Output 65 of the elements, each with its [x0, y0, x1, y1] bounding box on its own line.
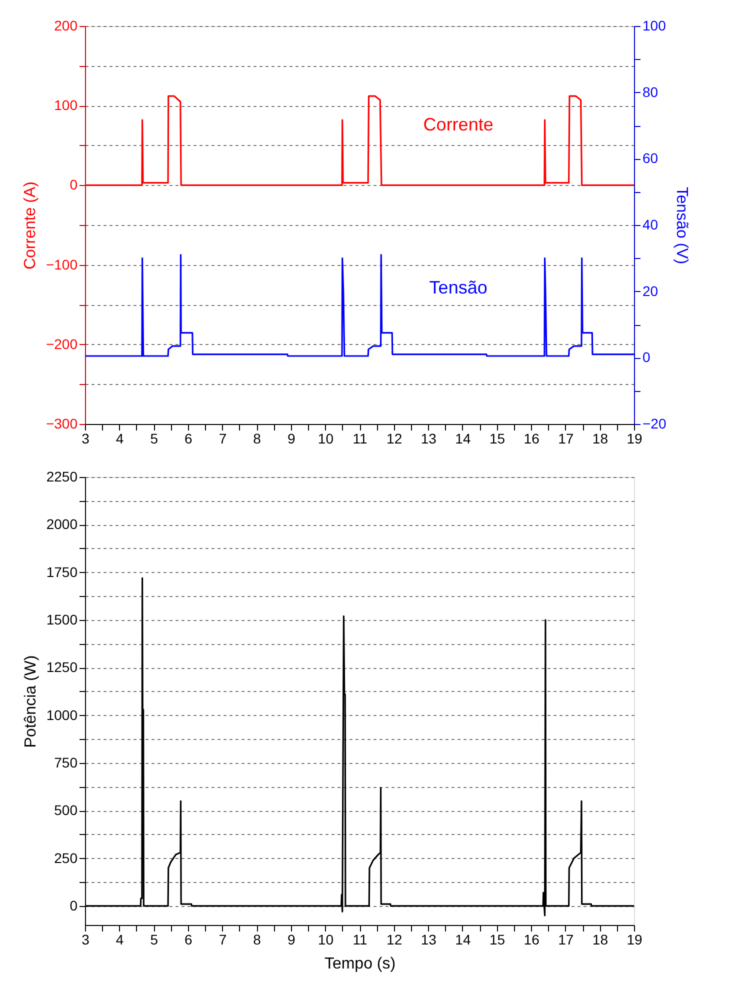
x-tick-label: 7	[218, 430, 227, 446]
x-tick-label: 9	[287, 430, 296, 446]
x-tick-label: 11	[352, 932, 368, 948]
x-tick-label: 15	[489, 430, 506, 446]
y2-tick-label: 20	[642, 282, 658, 299]
y-tick-label: 100	[54, 97, 78, 114]
text: Corrente	[423, 114, 494, 134]
x-tick-label: 3	[82, 430, 90, 446]
y2-tick-label: 60	[642, 150, 658, 166]
x-tick-label: 6	[184, 430, 193, 446]
y2-axis-title: Tensão (V)	[673, 186, 690, 264]
y-tick-label: 1000	[46, 706, 78, 723]
x-tick-label: 4	[116, 430, 124, 446]
y-tick-label: −200	[46, 336, 78, 352]
x-tick-label: 18	[592, 430, 608, 446]
y-tick-label: 0	[70, 176, 78, 193]
x-tick-label: 16	[524, 932, 540, 948]
x-tick-label: 5	[150, 430, 158, 446]
x-tick-label: 19	[626, 932, 642, 948]
y-tick-label: 2250	[46, 468, 78, 484]
x-tick-label: 5	[150, 932, 158, 948]
x-tick-label: 15	[489, 932, 506, 948]
x-tick-label: 7	[218, 932, 227, 948]
y-tick-label: 1750	[46, 564, 78, 580]
y2-tick-label: 40	[642, 216, 658, 232]
x-tick-label: 18	[592, 932, 608, 948]
x-tick-label: 17	[558, 430, 574, 446]
y2-tick-label: 80	[642, 84, 658, 100]
x-tick-label: 12	[386, 430, 402, 446]
x-tick-label: 13	[420, 932, 437, 948]
y-tick-label: 250	[54, 850, 78, 866]
x-tick-label: 13	[420, 430, 437, 446]
x-tick-label: 10	[318, 932, 334, 948]
y2-tick-label: 100	[642, 18, 666, 34]
x-tick-label: 17	[558, 932, 574, 948]
y-axis-title: Potência (W)	[22, 655, 40, 748]
x-tick-label: 14	[455, 932, 471, 948]
y-axis-title: Corrente (A)	[22, 181, 39, 270]
x-tick-label: 3	[82, 932, 90, 948]
y-tick-label: 750	[54, 754, 78, 770]
x-tick-label: 16	[524, 430, 540, 446]
y-tick-label: 200	[54, 18, 78, 34]
y-tick-label: 1250	[46, 659, 78, 676]
x-tick-label: 19	[626, 430, 642, 446]
x-axis-title: Tempo (s)	[324, 956, 396, 972]
x-tick-label: 4	[116, 932, 124, 948]
y-tick-label: −300	[46, 416, 78, 432]
x-tick-label: 6	[184, 932, 193, 948]
x-tick-label: 10	[318, 430, 334, 446]
y-tick-label: −100	[46, 256, 78, 272]
x-tick-label: 9	[287, 932, 296, 948]
line-series	[85, 95, 634, 186]
x-tick-label: 11	[352, 430, 368, 446]
y2-tick-label: 0	[642, 349, 650, 366]
line-series	[85, 254, 634, 357]
y2-tick-label: −20	[642, 416, 666, 432]
x-tick-label: 14	[455, 430, 471, 446]
y-tick-label: 500	[54, 802, 78, 818]
text: Tensão	[429, 278, 488, 298]
x-tick-label: 8	[253, 430, 262, 446]
y-tick-label: 1500	[46, 611, 78, 628]
y-tick-label: 0	[70, 897, 78, 914]
y-tick-label: 2000	[46, 516, 78, 532]
x-tick-label: 8	[253, 932, 262, 948]
x-tick-label: 12	[386, 932, 402, 948]
